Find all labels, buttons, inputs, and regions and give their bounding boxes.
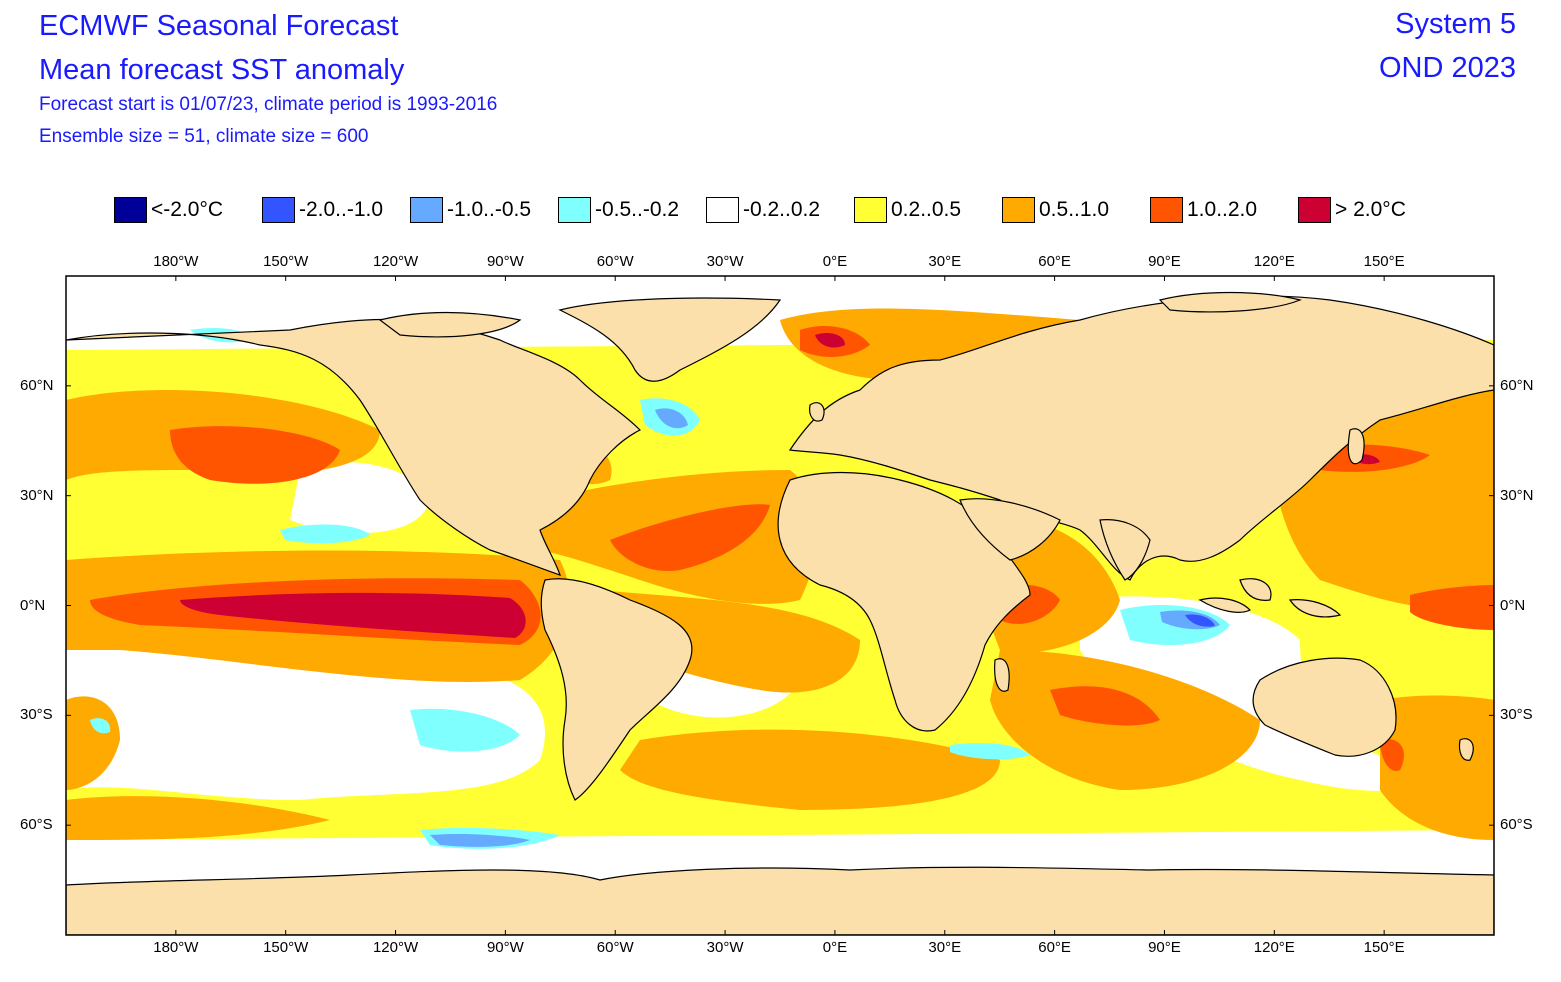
legend-label: > 2.0°C [1335,198,1406,221]
lon-label-top: 90°W [486,253,524,270]
lat-label-left: 60°S [20,816,53,834]
lon-label-top: 30°E [928,253,962,270]
lon-label-bottom: 60°E [1038,939,1071,956]
legend-label: <-2.0°C [151,198,224,221]
lon-label-bottom: 180°W [153,939,199,956]
lat-label-left: 30°N [20,486,54,504]
legend-swatch [114,197,147,223]
lon-label-top: 60°E [1038,253,1071,270]
legend-swatch [262,197,295,223]
legend-label: -0.2..0.2 [743,198,821,221]
axis-ticks [66,276,1494,935]
lon-label-bottom: 30°W [706,939,744,956]
ensemble-size-note: Ensemble size = 51, climate size = 600 [39,126,369,147]
lon-label-bottom: 90°W [486,939,524,956]
lon-label-bottom: 30°E [928,939,962,956]
legend-swatch [854,197,887,223]
lat-label-left: 0°N [20,596,46,614]
lat-label-right: 60°S [1500,816,1533,834]
legend-label: 0.2..0.5 [891,198,962,221]
lon-label-bottom: 60°W [596,939,634,956]
lon-label-bottom: 120°E [1253,939,1295,956]
legend-label: 0.5..1.0 [1039,198,1110,221]
lat-label-right: 30°S [1500,706,1533,724]
lon-label-bottom: 150°W [263,939,309,956]
lon-label-top: 0°E [822,253,848,270]
lon-label-top: 90°E [1148,253,1181,270]
legend-swatch [1298,197,1331,223]
lon-label-top: 120°W [372,253,419,270]
legend-label: -2.0..-1.0 [299,198,384,221]
lon-label-top: 180°W [153,253,199,270]
legend-swatch [558,197,591,223]
lat-label-right: 30°N [1500,486,1534,504]
legend-label: -0.5..-0.2 [595,198,680,221]
legend-label: -1.0..-0.5 [447,198,532,221]
legend-swatch [1002,197,1035,223]
lon-label-bottom: 0°E [822,939,848,956]
lat-label-left: 60°N [20,376,54,394]
legend-swatch [706,197,739,223]
legend-label: 1.0..2.0 [1187,198,1258,221]
period-label: OND 2023 [1378,52,1516,84]
lon-label-top: 120°E [1253,253,1295,270]
lon-label-bottom: 150°E [1363,939,1405,956]
map-title: ECMWF Seasonal Forecast [39,10,399,42]
lon-label-top: 60°W [596,253,634,270]
title-block: ECMWF Seasonal Forecast Mean forecast SS… [39,8,497,150]
lon-label-top: 150°W [263,253,309,270]
lon-label-top: 150°E [1363,253,1405,270]
system-label: System 5 [1395,8,1516,40]
lat-label-left: 30°S [20,706,53,724]
lon-label-top: 30°W [706,253,744,270]
land-masses [66,291,1494,935]
lat-label-right: 0°N [1500,596,1526,614]
legend-swatch [410,197,443,223]
lon-label-bottom: 120°W [372,939,419,956]
map-subtitle: Mean forecast SST anomaly [39,54,405,86]
forecast-start-note: Forecast start is 01/07/23, climate peri… [39,94,498,115]
lon-label-bottom: 90°E [1148,939,1181,956]
legend-swatch [1150,197,1183,223]
lat-label-right: 60°N [1500,376,1534,394]
color-legend: <-2.0°C -2.0..-1.0 -1.0..-0.5 -0.5..-0.2 -0.… [114,195,1434,225]
system-block: System 5 OND 2023 [1379,6,1516,86]
